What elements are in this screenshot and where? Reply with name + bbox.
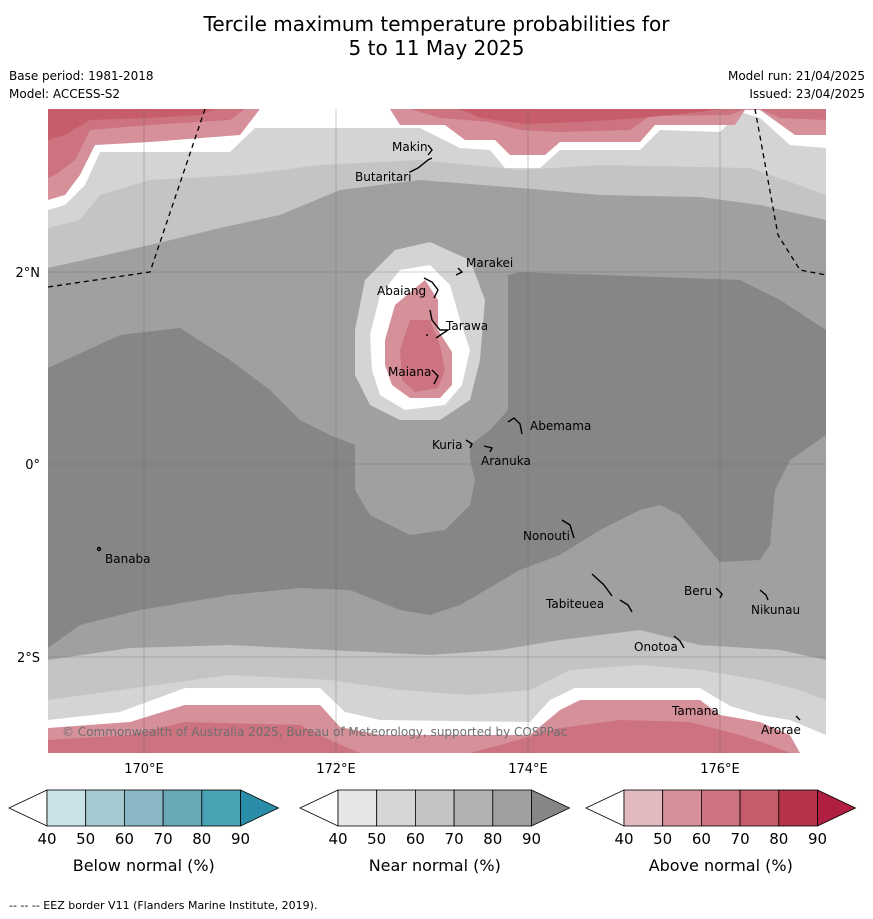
graticule: [48, 109, 826, 753]
colorbar-segment: [124, 789, 164, 827]
place-marakei: Marakei: [466, 256, 513, 270]
forecast-map: © Commonwealth of Australia 2025, Bureau…: [8, 109, 857, 875]
place-tamana: Tamana: [671, 704, 719, 718]
meta-left: Base period: 1981-2018 Model: ACCESS-S2: [9, 67, 154, 103]
colorbar-segment: [201, 789, 241, 827]
lon-label-170e: 170°E: [124, 762, 164, 777]
lat-label-0: 0°: [25, 458, 40, 473]
colorbar-over-triangle: [817, 789, 857, 827]
colorbar-tick-label: 50: [653, 830, 672, 848]
colorbar-tick-label: 80: [769, 830, 788, 848]
near-normal-70-region: [48, 272, 826, 648]
colorbar-segment: [162, 789, 203, 827]
place-abemama: Abemama: [530, 419, 591, 433]
latitude-labels: 2°N 0° 2°S: [16, 266, 41, 666]
base-period: Base period: 1981-2018: [9, 69, 154, 83]
colorbar-tick-label: 40: [37, 830, 56, 848]
place-nikunau: Nikunau: [751, 603, 800, 617]
model-run: Model run: 21/04/2025: [727, 69, 865, 83]
colorbar-segment: [701, 789, 741, 827]
title-line-2: 5 to 11 May 2025: [348, 36, 525, 60]
colorbar-1: 40 50 60 70 80 90 Below normal (%): [8, 789, 280, 875]
above-normal-south-60b: [470, 720, 790, 753]
model-name: Model: ACCESS-S2: [9, 87, 121, 101]
lon-label-174e: 174°E: [508, 762, 548, 777]
place-labels: Makin Butaritari Marakei Abaiang Tarawa …: [105, 140, 801, 737]
place-makin: Makin: [392, 140, 428, 154]
lat-label-2s: 2°S: [17, 651, 40, 666]
colorbar-over-triangle: [240, 789, 280, 827]
place-onotoa: Onotoa: [634, 640, 678, 654]
lat-label-2n: 2°N: [16, 266, 41, 281]
colorbar-segment: [337, 789, 378, 827]
above-normal-north-60: [48, 109, 245, 178]
colorbar-segment: [453, 789, 494, 827]
place-kuria: Kuria: [432, 438, 463, 452]
title-line-1: Tercile maximum temperature probabilitie…: [203, 12, 670, 36]
colorbar-tick-label: 60: [406, 830, 425, 848]
colorbar-tick-label: 70: [154, 830, 173, 848]
colorbar-under-triangle: [585, 789, 625, 827]
colorbar-segment: [85, 789, 125, 827]
place-abaiang: Abaiang: [377, 284, 426, 298]
colorbar-tick-label: 40: [328, 830, 347, 848]
above-normal-north-70b: [48, 109, 215, 140]
above-normal-south-60: [48, 722, 360, 753]
above-normal-center-60: [400, 320, 445, 392]
colorbar-tick-label: 70: [731, 830, 750, 848]
colorbar-3: 40 50 60 70 80 90 Above normal (%): [585, 789, 857, 875]
colorbar-tick-label: 50: [76, 830, 95, 848]
colorbar-segment: [376, 789, 416, 827]
colorbars: 40 50 60 70 80 90 Below normal (%) 40 50 60 70 80 90…: [8, 789, 857, 875]
place-arorae: Arorae: [761, 723, 801, 737]
lon-label-172e: 172°E: [316, 762, 356, 777]
colorbar-segment: [623, 789, 664, 827]
eez-borders: [48, 109, 826, 288]
colorbar-tick-label: 90: [522, 830, 541, 848]
above-normal-north-70: [460, 109, 720, 124]
colorbar-over-triangle: [531, 789, 571, 827]
place-maiana: Maiana: [388, 365, 431, 379]
colorbar-tick-label: 80: [483, 830, 502, 848]
colorbar-2: 40 50 60 70 80 90 Near normal (%): [299, 789, 571, 875]
place-tabiteuea: Tabiteuea: [545, 597, 604, 611]
colorbar-tick-label: 70: [445, 830, 464, 848]
copyright-text: © Commonwealth of Australia 2025, Bureau…: [62, 725, 567, 739]
colorbar-segment: [662, 789, 702, 827]
colorbar-segment: [492, 789, 532, 827]
colorbar-tick-label: 60: [115, 830, 134, 848]
above-normal-north: [48, 109, 826, 200]
colorbar-under-triangle: [299, 789, 339, 827]
colorbar-tick-label: 80: [192, 830, 211, 848]
colorbar-tick-label: 40: [614, 830, 633, 848]
lon-label-176e: 176°E: [700, 762, 740, 777]
issued-date: Issued: 23/04/2025: [749, 87, 865, 101]
colorbar-tick-label: 90: [808, 830, 827, 848]
meta-right: Model run: 21/04/2025 Issued: 23/04/2025: [728, 67, 865, 103]
colorbar-tick-label: 60: [692, 830, 711, 848]
colorbar-label: Above normal (%): [649, 856, 793, 875]
colorbar-tick-label: 90: [231, 830, 250, 848]
colorbar-segment: [414, 789, 455, 827]
colorbar-under-triangle: [8, 789, 48, 827]
probability-contours: © Commonwealth of Australia 2025, Bureau…: [48, 109, 826, 753]
colorbar-segment: [739, 789, 780, 827]
colorbar-segment: [778, 789, 818, 827]
place-aranuka: Aranuka: [481, 454, 531, 468]
place-tarawa: Tarawa: [445, 319, 488, 333]
place-butaritari: Butaritari: [355, 170, 412, 184]
longitude-labels: 170°E 172°E 174°E 176°E: [124, 762, 740, 777]
colorbar-segment: [46, 789, 87, 827]
place-beru: Beru: [684, 584, 712, 598]
island-outlines: [96, 144, 801, 721]
eez-footnote: -- -- -- EEZ border V11 (Flanders Marine…: [9, 899, 318, 912]
colorbar-label: Near normal (%): [369, 856, 501, 875]
place-banaba: Banaba: [105, 552, 151, 566]
colorbar-label: Below normal (%): [73, 856, 215, 875]
colorbar-tick-label: 50: [367, 830, 386, 848]
place-nonouti: Nonouti: [523, 529, 570, 543]
map-title: Tercile maximum temperature probabilitie…: [0, 12, 873, 60]
